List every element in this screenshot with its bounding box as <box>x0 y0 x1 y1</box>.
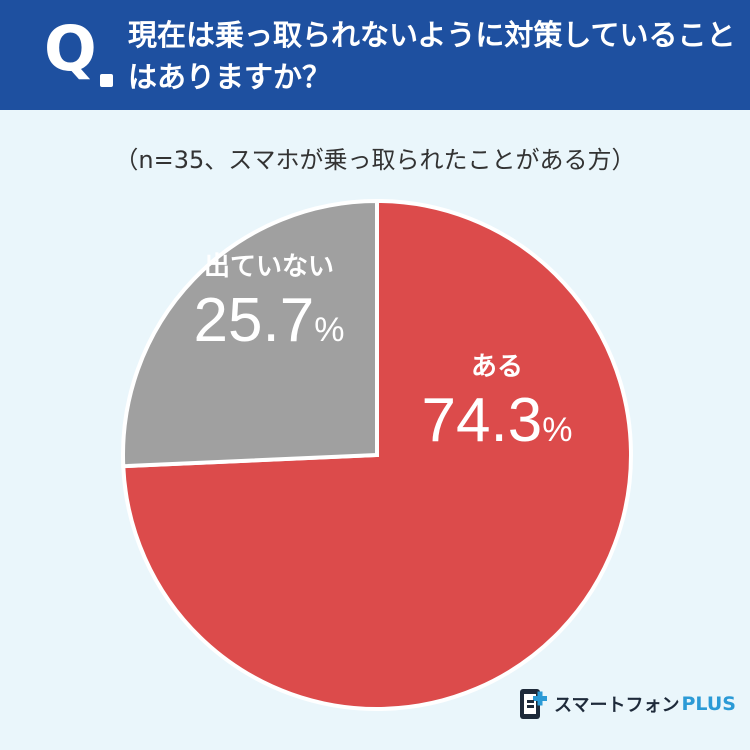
brand-name: スマートフォン <box>554 695 680 716</box>
q-dot-icon <box>100 74 113 87</box>
sample-note: （n=35、スマホが乗っ取られたことがある方） <box>114 146 636 174</box>
q-mark: Q <box>44 12 97 85</box>
slice-value-0: 74.3% <box>422 386 573 455</box>
brand-logo: スマートフォン PLUS <box>518 686 736 722</box>
question-header: Q 現在は乗っ取られないように対策していることはありますか？ <box>0 0 750 110</box>
question-text: 現在は乗っ取られないように対策していることはありますか？ <box>128 18 736 94</box>
slice-value-1: 25.7% <box>194 286 345 355</box>
pie-slice-1 <box>121 198 379 469</box>
slice-label-group-1: 出ていない 25.7% <box>194 252 345 355</box>
brand-plus: PLUS <box>681 693 736 715</box>
slice-label-0: ある <box>471 352 523 382</box>
slice-label-group-0: ある 74.3% <box>422 352 573 455</box>
slice-label-1: 出ていない <box>204 252 334 282</box>
smartphone-plus-logo-icon <box>520 689 547 719</box>
